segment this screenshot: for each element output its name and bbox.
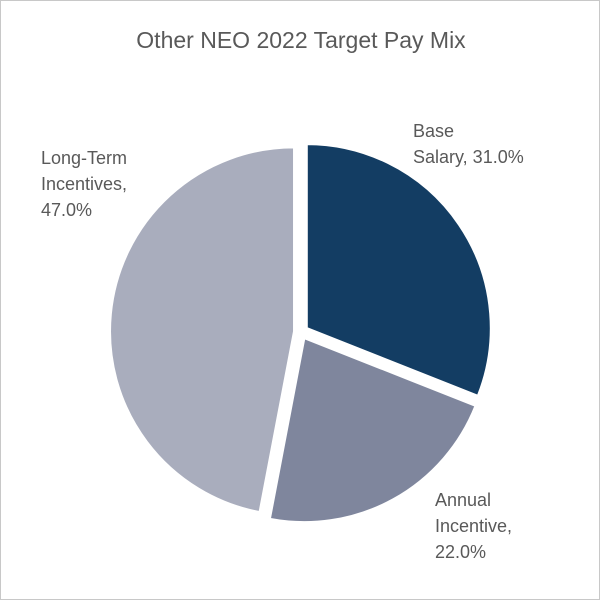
slice-label-long-term-incentives: Long-Term Incentives, 47.0% bbox=[41, 148, 127, 220]
pie-slice-annual-incentive bbox=[268, 336, 477, 524]
slice-label-base-salary: Base Salary, 31.0% bbox=[413, 121, 524, 167]
slice-label-line: 47.0% bbox=[41, 200, 92, 220]
slice-label-line: Annual bbox=[435, 490, 491, 510]
slice-label-line: Incentives, bbox=[41, 174, 127, 194]
pie-slice-base-salary bbox=[305, 143, 492, 398]
slice-label-line: Salary, 31.0% bbox=[413, 147, 524, 167]
slice-label-annual-incentive: Annual Incentive, 22.0% bbox=[435, 490, 512, 562]
slice-label-line: Incentive, bbox=[435, 516, 512, 536]
slice-label-line: Long-Term bbox=[41, 148, 127, 168]
chart-title: Other NEO 2022 Target Pay Mix bbox=[136, 27, 466, 53]
pie-slice-long-term-incentives bbox=[109, 146, 296, 514]
slice-label-line: Base bbox=[413, 121, 454, 141]
slice-label-line: 22.0% bbox=[435, 542, 486, 562]
